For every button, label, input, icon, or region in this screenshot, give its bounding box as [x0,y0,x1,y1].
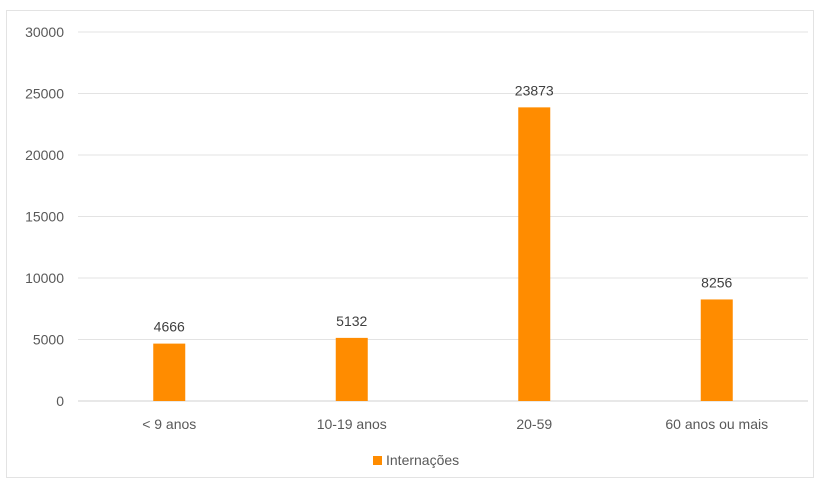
x-tick-label: 20-59 [516,416,552,432]
bar [701,299,733,401]
x-tick-label: 10-19 anos [317,416,387,432]
y-tick-label: 0 [56,393,64,409]
bars [153,107,733,401]
y-axis-ticks: 0 5000 10000 15000 20000 25000 30000 [25,24,64,409]
y-tick-label: 25000 [25,86,64,102]
y-tick-label: 20000 [25,147,64,163]
x-tick-label: < 9 anos [142,416,196,432]
data-label: 4666 [154,319,185,335]
legend-swatch [373,456,382,465]
y-tick-label: 15000 [25,209,64,225]
bar [518,107,550,401]
data-label: 23873 [515,82,554,98]
bar [153,344,185,401]
data-labels: 4666 5132 23873 8256 [154,82,733,334]
gridlines [78,32,808,401]
y-tick-label: 10000 [25,270,64,286]
y-tick-label: 30000 [25,24,64,40]
x-axis-ticks: < 9 anos 10-19 anos 20-59 60 anos ou mais [142,416,768,432]
bar [336,338,368,401]
y-tick-label: 5000 [33,332,64,348]
legend-label: Internações [386,452,459,468]
x-tick-label: 60 anos ou mais [665,416,768,432]
legend: Internações [373,452,459,468]
data-label: 5132 [336,313,367,329]
data-label: 8256 [701,274,732,290]
